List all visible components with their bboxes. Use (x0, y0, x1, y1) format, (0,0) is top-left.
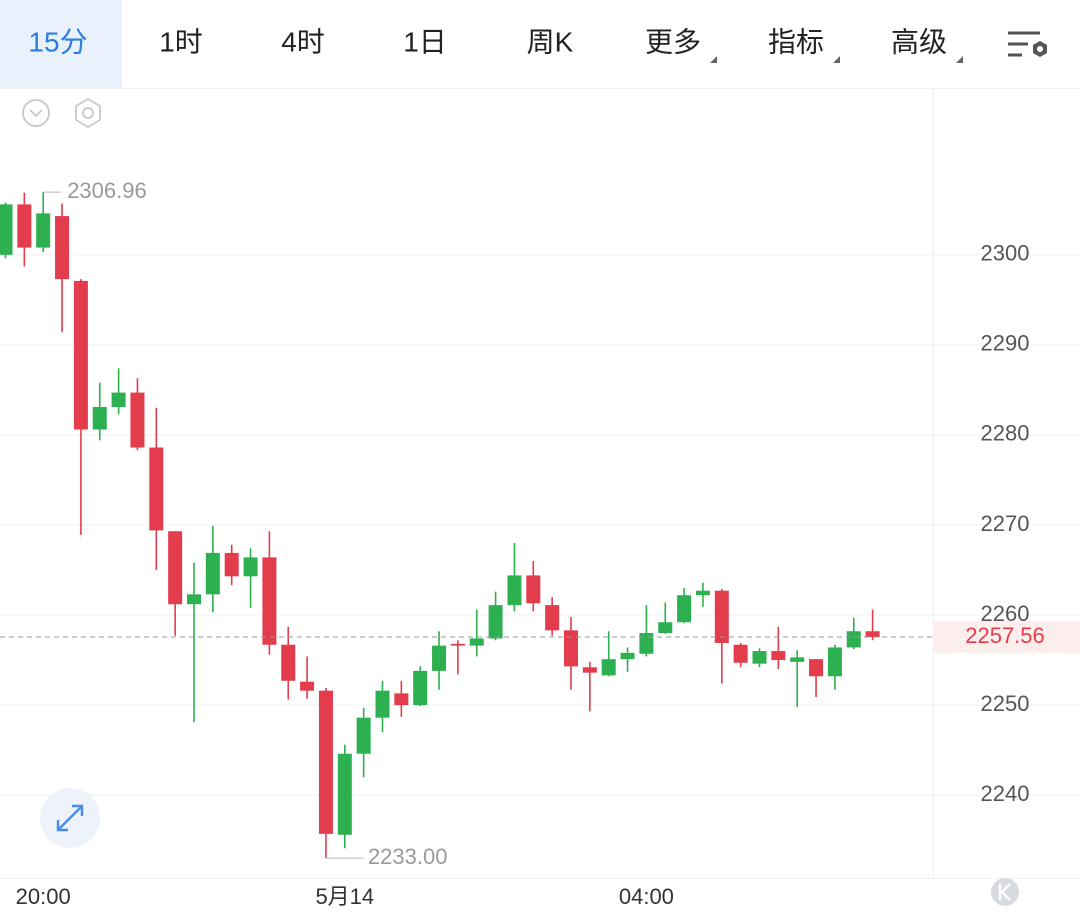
candle-body (356, 717, 371, 754)
candle-body (846, 631, 861, 648)
candle-body (695, 590, 710, 596)
candle-body (469, 638, 484, 646)
tab[interactable]: 指标 (768, 26, 824, 57)
tab[interactable]: 4时 (281, 26, 325, 57)
candle-body (413, 670, 428, 706)
candle-body (111, 392, 126, 408)
candle-body (658, 622, 673, 634)
candle-body (809, 659, 824, 677)
candle-body (394, 693, 409, 706)
settings-icon[interactable] (1008, 31, 1047, 57)
candle-body (752, 651, 767, 664)
y-tick-label: 2240 (981, 781, 1030, 806)
dropdown-caret (710, 56, 717, 63)
candle-body (582, 667, 597, 673)
tab[interactable]: 15分 (28, 26, 87, 57)
tab[interactable]: 1日 (403, 26, 447, 57)
y-tick-label: 2280 (981, 421, 1030, 446)
candle-body (300, 681, 315, 691)
candle-body (318, 690, 333, 834)
x-tick-label: 20:00 (16, 884, 71, 909)
active-tab-bg (0, 0, 122, 88)
candle-body (187, 594, 201, 605)
tab[interactable]: 周K (527, 26, 574, 57)
candle-body (450, 643, 465, 646)
candle-body (36, 213, 51, 248)
candle-body (281, 644, 296, 681)
candle-body (0, 204, 13, 255)
candle-body (601, 659, 616, 676)
y-tick-label: 2250 (981, 691, 1030, 716)
candle-body (827, 647, 842, 677)
candle-body (790, 657, 805, 662)
candle-body (168, 531, 183, 605)
candle-body (526, 575, 541, 604)
last-price-box (934, 621, 1080, 654)
candle-body (564, 630, 578, 667)
dropdown-caret (833, 56, 840, 63)
candle-body (17, 204, 32, 248)
candle-body (243, 557, 258, 577)
candle-body (92, 407, 107, 430)
candle-body (130, 392, 145, 448)
tab[interactable]: 更多 (645, 26, 701, 57)
settings-hex-icon[interactable] (75, 97, 101, 129)
candle-body (375, 690, 390, 718)
candle-body (488, 605, 503, 639)
candle-body (432, 645, 447, 671)
candle-body (73, 280, 88, 430)
candle-body (337, 753, 352, 835)
candle-body (733, 644, 748, 663)
candle-body (639, 633, 654, 654)
tab[interactable]: 1时 (159, 26, 203, 57)
candle-body (545, 605, 560, 631)
low-marker-label: 2233.00 (368, 844, 448, 869)
candle-body (149, 447, 164, 531)
candle-body (677, 595, 692, 623)
high-marker-label: 2306.96 (67, 178, 147, 203)
expand-icon[interactable] (40, 788, 100, 848)
tab[interactable]: 高级 (891, 26, 947, 57)
collapse-icon[interactable] (22, 99, 50, 127)
candle-body (507, 575, 522, 606)
kline-toggle-icon[interactable] (991, 878, 1019, 906)
candle-body (224, 552, 239, 577)
candle-body (771, 651, 786, 661)
candle-body (262, 557, 277, 645)
x-tick-label: 04:00 (619, 884, 674, 909)
candle-body (620, 652, 635, 660)
candle-body (55, 216, 70, 280)
y-tick-label: 2300 (981, 241, 1030, 266)
y-tick-label: 2270 (981, 511, 1030, 536)
candle-body (205, 552, 220, 595)
x-tick-label: 5月14 (315, 884, 374, 909)
dropdown-caret (956, 56, 963, 63)
tab-bar (0, 0, 1080, 88)
last-price-label: 2257.56 (965, 623, 1045, 648)
candle-body (865, 631, 880, 638)
candle-body (714, 590, 729, 643)
y-tick-label: 2290 (981, 331, 1030, 356)
